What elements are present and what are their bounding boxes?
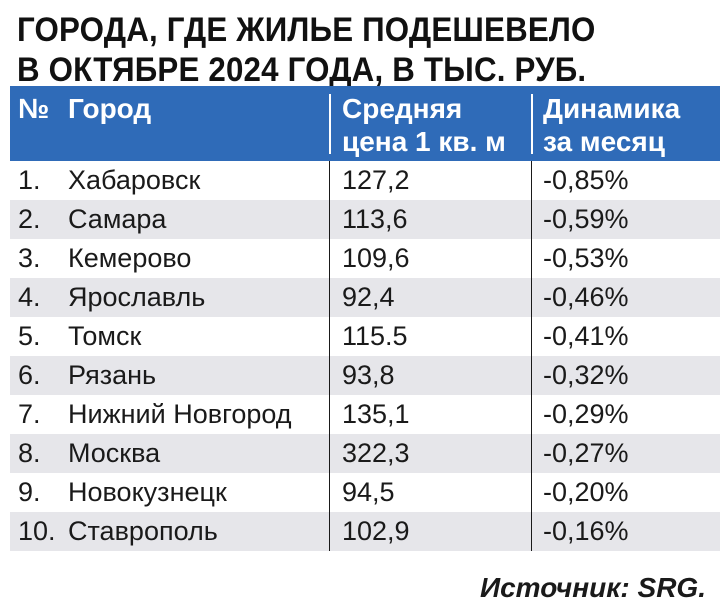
- column-divider: [531, 356, 532, 395]
- row-price: 109,6: [342, 243, 410, 273]
- price-table: № Город Средняя цена 1 кв. м Динамика за…: [10, 86, 720, 551]
- table-row: 4. Ярославль 92,4 -0,46%: [10, 278, 720, 317]
- column-divider: [329, 434, 330, 473]
- column-divider: [531, 278, 532, 317]
- row-change: -0,32%: [543, 360, 629, 390]
- table-row: 8. Москва 322,3 -0,27%: [10, 434, 720, 473]
- row-number: 9.: [18, 477, 41, 507]
- column-divider: [329, 356, 330, 395]
- header-price-line2: цена 1 кв. м: [342, 126, 506, 157]
- row-price: 94,5: [342, 477, 395, 507]
- row-price: 115.5: [342, 321, 408, 351]
- row-change: -0,46%: [543, 282, 629, 312]
- row-change: -0,29%: [543, 399, 629, 429]
- column-divider: [329, 395, 330, 434]
- column-divider: [329, 473, 330, 512]
- row-price: 93,8: [342, 360, 395, 390]
- table-row: 5. Томск 115.5 -0,41%: [10, 317, 720, 356]
- row-number: 2.: [18, 204, 41, 234]
- header-change: Динамика за месяц: [543, 92, 680, 158]
- row-city: Самара: [68, 204, 167, 234]
- row-change: -0,85%: [543, 165, 629, 195]
- header-change-line2: за месяц: [543, 126, 665, 157]
- row-price: 113,6: [342, 204, 408, 234]
- column-divider: [531, 395, 532, 434]
- title-line-2: В ОКТЯБРЕ 2024 ГОДА, В ТЫС. РУБ.: [17, 51, 587, 89]
- row-change: -0,27%: [543, 438, 629, 468]
- column-divider: [531, 434, 532, 473]
- row-number: 5.: [18, 321, 41, 351]
- row-price: 102,9: [342, 516, 410, 546]
- table-row: 10. Ставрополь 102,9 -0,16%: [10, 512, 720, 551]
- row-change: -0,59%: [543, 204, 629, 234]
- table-row: 7. Нижний Новгород 135,1 -0,29%: [10, 395, 720, 434]
- row-number: 6.: [18, 360, 41, 390]
- row-price: 92,4: [342, 282, 395, 312]
- column-divider: [329, 200, 330, 239]
- table-header: № Город Средняя цена 1 кв. м Динамика за…: [10, 86, 720, 161]
- table-row: 1. Хабаровск 127,2 -0,85%: [10, 161, 720, 200]
- column-divider: [531, 200, 532, 239]
- table-row: 9. Новокузнецк 94,5 -0,20%: [10, 473, 720, 512]
- column-divider: [531, 317, 532, 356]
- row-city: Ярославль: [68, 282, 206, 312]
- source-note: Источник: SRG.: [479, 572, 706, 603]
- header-price-line1: Средняя: [342, 93, 463, 124]
- row-city: Томск: [68, 321, 142, 351]
- row-city: Кемерово: [68, 243, 192, 273]
- chart-title: ГОРОДА, ГДЕ ЖИЛЬЕ ПОДЕШЕВЕЛО В ОКТЯБРЕ 2…: [17, 10, 661, 90]
- column-divider: [329, 278, 330, 317]
- row-change: -0,16%: [543, 516, 629, 546]
- row-change: -0,53%: [543, 243, 629, 273]
- row-city: Нижний Новгород: [68, 399, 292, 429]
- row-number: 4.: [18, 282, 41, 312]
- row-price: 135,1: [342, 399, 410, 429]
- column-divider: [531, 473, 532, 512]
- row-city: Рязань: [68, 360, 157, 390]
- row-price: 127,2: [342, 165, 410, 195]
- row-number: 3.: [18, 243, 41, 273]
- header-divider: [531, 94, 533, 154]
- row-price: 322,3: [342, 438, 410, 468]
- column-divider: [329, 317, 330, 356]
- row-city: Новокузнецк: [68, 477, 227, 507]
- title-line-1: ГОРОДА, ГДЕ ЖИЛЬЕ ПОДЕШЕВЕЛО: [17, 11, 596, 49]
- header-divider: [329, 94, 331, 154]
- header-change-line1: Динамика: [543, 93, 681, 124]
- row-number: 1.: [18, 165, 41, 195]
- column-divider: [329, 161, 330, 200]
- column-divider: [531, 512, 532, 551]
- row-city: Ставрополь: [68, 516, 218, 546]
- row-change: -0,41%: [543, 321, 629, 351]
- column-divider: [329, 512, 330, 551]
- table-row: 6. Рязань 93,8 -0,32%: [10, 356, 720, 395]
- table-row: 2. Самара 113,6 -0,59%: [10, 200, 720, 239]
- row-change: -0,20%: [543, 477, 629, 507]
- row-city: Хабаровск: [68, 165, 201, 195]
- row-city: Москва: [68, 438, 161, 468]
- header-city: Город: [68, 93, 152, 124]
- column-divider: [531, 161, 532, 200]
- header-price: Средняя цена 1 кв. м: [342, 92, 506, 158]
- column-divider: [329, 239, 330, 278]
- header-num: №: [18, 93, 50, 124]
- row-number: 7.: [18, 399, 41, 429]
- row-number: 8.: [18, 438, 41, 468]
- column-divider: [531, 239, 532, 278]
- table-row: 3. Кемерово 109,6 -0,53%: [10, 239, 720, 278]
- row-number: 10.: [18, 516, 56, 546]
- table-body: 1. Хабаровск 127,2 -0,85% 2. Самара 113,6 -0,59…: [10, 161, 720, 551]
